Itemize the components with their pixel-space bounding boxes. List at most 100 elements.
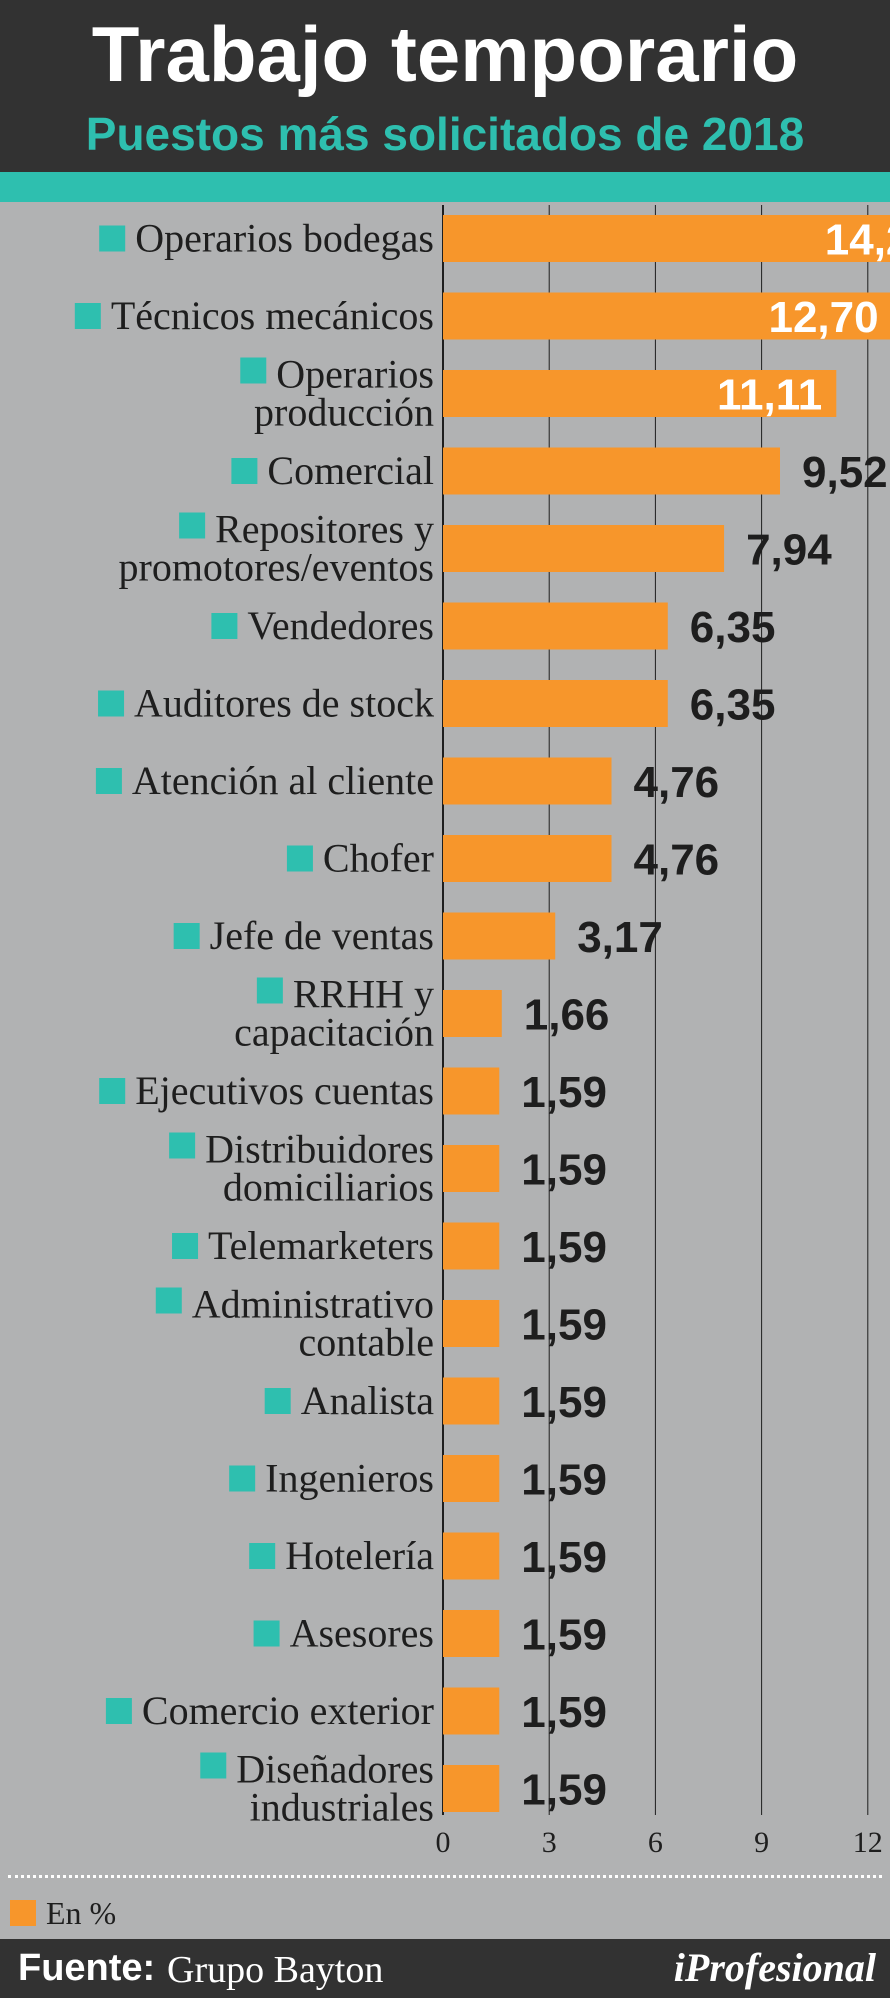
bar — [443, 1455, 500, 1502]
value-label: 1,66 — [524, 991, 610, 1040]
value-labels: 14,29 12,70 11,11 9,52 7,94 6,35 6,35 4,76 4,76 3… — [521, 216, 890, 1815]
category-marker — [253, 1620, 280, 1647]
bar — [443, 757, 612, 805]
x-tick-label: 12 — [853, 1826, 883, 1859]
grid-lines — [442, 205, 869, 1815]
category-marker — [95, 768, 122, 794]
value-label: 9,52 — [802, 448, 888, 497]
bar — [443, 1532, 500, 1580]
bar — [443, 835, 612, 882]
category-marker — [200, 1752, 227, 1779]
bar — [443, 1145, 500, 1192]
brand-logo: iProfesional — [673, 1945, 876, 1990]
value-label: 3,17 — [577, 913, 663, 962]
category-label: Atención al cliente — [132, 758, 434, 803]
bar — [443, 1687, 500, 1735]
bar — [443, 1300, 500, 1347]
category-label: Técnicos mecánicos — [111, 293, 434, 338]
category-marker — [99, 1078, 126, 1104]
category-marker — [98, 690, 125, 717]
value-label: 4,76 — [634, 836, 720, 885]
category-marker — [286, 845, 313, 872]
bar — [443, 990, 502, 1037]
legend-swatch — [10, 1900, 36, 1926]
source-label: Fuente: — [18, 1947, 156, 1989]
footer: Fuente: Grupo Bayton iProfesional — [0, 1939, 890, 1998]
value-label: 7,94 — [746, 526, 832, 575]
legend-label: En % — [46, 1894, 117, 1931]
category-label: Telemarketers — [208, 1223, 434, 1268]
value-label: 14,29 — [825, 216, 890, 265]
category-marker — [256, 977, 283, 1004]
category-marker — [169, 1132, 196, 1159]
value-label: 6,35 — [690, 603, 776, 652]
category-marker — [179, 512, 206, 539]
category-label: Comercial — [267, 448, 434, 493]
category-marker — [99, 225, 126, 252]
category-label: Distribuidores domiciliarios — [205, 1127, 434, 1210]
x-tick-label: 3 — [542, 1826, 557, 1859]
value-label: 6,35 — [690, 681, 776, 730]
category-marker — [231, 458, 258, 484]
bar — [443, 1610, 500, 1657]
value-label: 1,59 — [521, 1533, 607, 1582]
value-label: 1,59 — [521, 1301, 607, 1350]
category-label: Operarios bodegas — [135, 216, 434, 261]
bar — [443, 680, 668, 727]
value-label: 1,59 — [521, 1766, 607, 1815]
x-tick-label: 0 — [436, 1826, 451, 1859]
category-label: Analista — [301, 1378, 435, 1423]
value-label: 1,59 — [521, 1068, 607, 1117]
category-marker — [211, 613, 238, 639]
category-label: Chofer — [323, 836, 434, 881]
category-label: Ingenieros — [265, 1456, 434, 1501]
category-marker — [155, 1287, 182, 1314]
bar — [443, 370, 837, 417]
value-label: 11,11 — [717, 371, 822, 420]
category-labels: Operarios bodegas Técnicos mecánicos Opera… — [74, 216, 435, 1830]
value-label: 4,76 — [634, 758, 720, 807]
category-label: Operarios producción — [254, 352, 434, 435]
header: Trabajo temporario Puestos más solicitad… — [0, 0, 890, 172]
bar — [443, 1377, 500, 1425]
value-label: 1,59 — [521, 1146, 607, 1195]
chart-title: Trabajo temporario — [91, 10, 799, 98]
x-tick-label: 9 — [754, 1826, 769, 1859]
bar — [443, 215, 890, 262]
category-label: Asesores — [290, 1611, 434, 1656]
bars — [443, 215, 890, 1812]
value-label: 1,59 — [521, 1611, 607, 1660]
value-label: 1,59 — [521, 1378, 607, 1427]
bar — [443, 1765, 500, 1812]
category-label: Auditores de stock — [134, 681, 434, 726]
category-label: RRHH y capacitación — [234, 972, 434, 1055]
category-marker — [74, 303, 101, 329]
value-label: 1,59 — [521, 1456, 607, 1505]
category-label: Ejecutivos cuentas — [135, 1068, 434, 1113]
value-label: 1,59 — [521, 1688, 607, 1737]
category-label: Jefe de ventas — [210, 913, 434, 958]
bar — [443, 447, 781, 495]
accent-band — [0, 172, 890, 202]
category-marker — [229, 1465, 256, 1492]
value-label: 1,59 — [521, 1223, 607, 1272]
bar — [443, 525, 725, 572]
category-marker — [249, 1543, 276, 1569]
legend: En % — [10, 1893, 116, 1933]
category-label: Diseñadores industriales — [236, 1747, 434, 1830]
category-marker — [105, 1698, 132, 1724]
category-label: Comercio exterior — [142, 1688, 434, 1733]
category-label: Administrativo contable — [192, 1282, 434, 1365]
source-value: Grupo Bayton — [167, 1949, 384, 1991]
category-marker — [173, 923, 200, 949]
x-tick-label: 6 — [648, 1826, 663, 1859]
category-label: Hotelería — [285, 1533, 434, 1578]
category-marker — [264, 1388, 291, 1414]
category-marker — [172, 1233, 199, 1259]
bar — [443, 912, 556, 960]
bar — [443, 1222, 500, 1270]
value-label: 12,70 — [768, 293, 878, 342]
bar — [443, 602, 668, 650]
